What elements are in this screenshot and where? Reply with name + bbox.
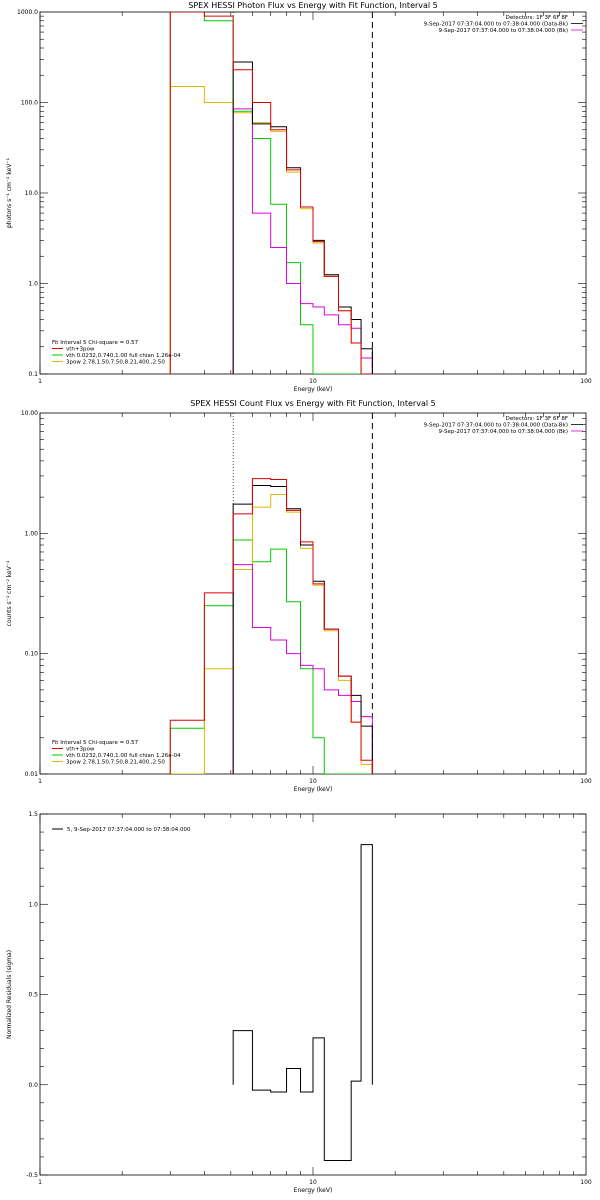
legend-header: Fit Interval 5 Chi-square = 0.57 <box>52 740 139 746</box>
x-tick-label: 10 <box>309 1179 317 1186</box>
residuals-panel: 1 10 100 Energy (keV) -0.5 0.0 0.5 1.0 1.5 Normal… <box>6 811 592 1194</box>
chart-title: SPEX HESSI Count Flux vs Energy with Fit… <box>190 399 435 408</box>
x-tick-label: 100 <box>580 1179 592 1186</box>
info-line: Detectors: 1F 3F 6F 8F <box>506 15 568 21</box>
y-tick-label: 100.0 <box>21 100 38 107</box>
x-tick-label: 10 <box>309 778 317 785</box>
y-tick-label: 1.0 <box>28 281 38 288</box>
series-line-4 <box>170 494 373 774</box>
series-line-2 <box>169 478 373 774</box>
series-line-2 <box>169 12 373 374</box>
y-axis-label: Normalized Residuals (sigma) <box>6 950 13 1039</box>
legend-entry: vth+3pow <box>66 747 95 753</box>
x-tick-label: 1 <box>38 778 42 785</box>
chart-title: SPEX HESSI Photon Flux vs Energy with Fi… <box>188 1 438 10</box>
info-line: 9-Sep-2017 07:37:04.000 to 07:38:04.000 … <box>439 28 569 34</box>
legend-entry: 3pow 2.78,1.50,7.50,8.21,400.,2.50 <box>66 760 165 766</box>
info-line: 9-Sep-2017 07:37:04.000 to 07:38:04.000 … <box>424 423 568 429</box>
x-axis-label: Energy (keV) <box>294 786 333 793</box>
y-tick-label: 0.1 <box>28 371 38 378</box>
count-flux-panel: SPEX HESSI Count Flux vs Energy with Fit… <box>6 399 592 793</box>
y-tick-label: 1.5 <box>28 811 38 818</box>
x-tick-label: 100 <box>580 778 592 785</box>
legend-header: Fit Interval 5 Chi-square = 0.57 <box>52 340 139 346</box>
x-tick-label: 10 <box>309 378 317 385</box>
y-tick-label: 10.00 <box>21 410 38 417</box>
series-line-0 <box>232 844 373 1162</box>
y-tick-label: 0.5 <box>28 992 38 999</box>
y-tick-label: 1.0 <box>28 901 38 908</box>
y-tick-label: 0.01 <box>25 771 39 778</box>
series-line-0 <box>232 484 373 774</box>
series-line-1 <box>232 564 373 774</box>
info-line: 9-Sep-2017 07:37:04.000 to 07:38:04.000 … <box>439 429 569 435</box>
plot-frame <box>39 813 587 1176</box>
y-tick-label: 0.10 <box>25 651 39 658</box>
legend-entry: vth 0.0232,0.740,1.00 full chian 1.26e-0… <box>66 753 181 759</box>
legend-entry: vth+3pow <box>66 347 95 353</box>
y-tick-label: 1000.0 <box>17 9 38 16</box>
series-line-3 <box>169 539 373 774</box>
x-tick-label: 100 <box>580 378 592 385</box>
y-axis-label: photons s⁻¹ cm⁻² keV⁻¹ <box>6 157 13 228</box>
x-axis-label: Energy (keV) <box>294 1187 333 1194</box>
y-tick-label: 0.0 <box>28 1082 38 1089</box>
y-axis-label: counts s⁻¹ cm⁻² keV⁻¹ <box>6 560 13 626</box>
info-line: Detectors: 1F 3F 6F 8F <box>506 416 568 422</box>
x-axis-label: Energy (keV) <box>294 386 333 393</box>
y-tick-label: 10.0 <box>25 190 39 197</box>
y-tick-label: 1.00 <box>25 530 39 537</box>
legend-entry: 5, 9-Sep-2017 07:37:04.000 to 07:38:04.0… <box>67 827 191 833</box>
plot-frame <box>39 11 587 375</box>
x-tick-label: 1 <box>38 378 42 385</box>
legend-entry: vth 0.0232,0.740,1.00 full chian 1.26e-0… <box>66 353 181 359</box>
info-line: 9-Sep-2017 07:37:04.000 to 07:38:04.000 … <box>424 22 568 28</box>
x-tick-label: 1 <box>38 1179 42 1186</box>
series-line-3 <box>169 12 373 374</box>
legend-entry: 3pow 2.78,1.50,7.50,8.21,400.,2.50 <box>66 360 165 366</box>
photon-flux-panel: SPEX HESSI Photon Flux vs Energy with Fi… <box>6 1 592 393</box>
y-tick-label: -0.5 <box>26 1172 38 1179</box>
series-line-1 <box>232 108 373 374</box>
